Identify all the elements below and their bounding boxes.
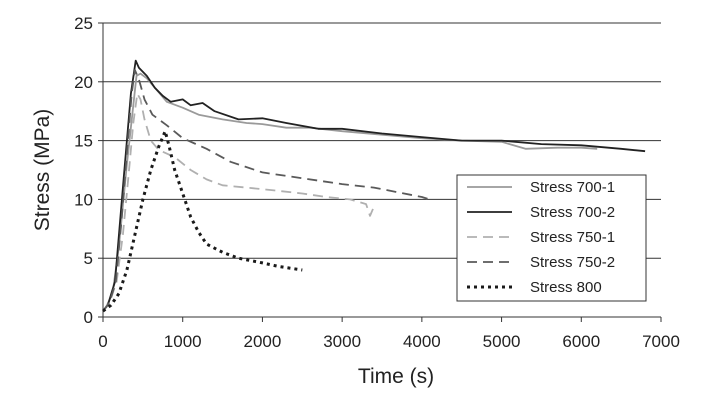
y-tick-label-4: 20 bbox=[74, 73, 93, 92]
x-tick-label-1: 1000 bbox=[164, 332, 202, 351]
legend-label-0: Stress 700-1 bbox=[530, 179, 615, 196]
legend-label-3: Stress 750-2 bbox=[530, 254, 615, 271]
legend-label-1: Stress 700-2 bbox=[530, 204, 615, 221]
x-axis-title: Time (s) bbox=[358, 365, 434, 388]
series-line-4 bbox=[102, 129, 303, 313]
series-line-3 bbox=[102, 69, 431, 312]
y-tick-label-1: 5 bbox=[84, 249, 93, 268]
y-axis-title: Stress (MPa) bbox=[31, 109, 54, 232]
x-tick-label-6: 6000 bbox=[562, 332, 600, 351]
x-tick-label-5: 5000 bbox=[483, 332, 521, 351]
y-tick-label-3: 15 bbox=[74, 132, 93, 151]
series-line-1 bbox=[102, 59, 646, 312]
y-tick-label-5: 25 bbox=[74, 14, 93, 33]
x-tick-label-2: 2000 bbox=[244, 332, 282, 351]
x-tick-label-7: 7000 bbox=[642, 332, 680, 351]
legend-label-2: Stress 750-1 bbox=[530, 229, 615, 246]
x-tick-label-3: 3000 bbox=[323, 332, 361, 351]
x-tick-label-0: 0 bbox=[98, 332, 107, 351]
y-tick-label-2: 10 bbox=[74, 190, 93, 209]
x-tick-label-4: 4000 bbox=[403, 332, 441, 351]
legend-label-4: Stress 800 bbox=[530, 279, 602, 296]
y-tick-label-0: 0 bbox=[84, 308, 93, 327]
series-line-2 bbox=[102, 92, 375, 312]
legend-box bbox=[456, 174, 647, 302]
